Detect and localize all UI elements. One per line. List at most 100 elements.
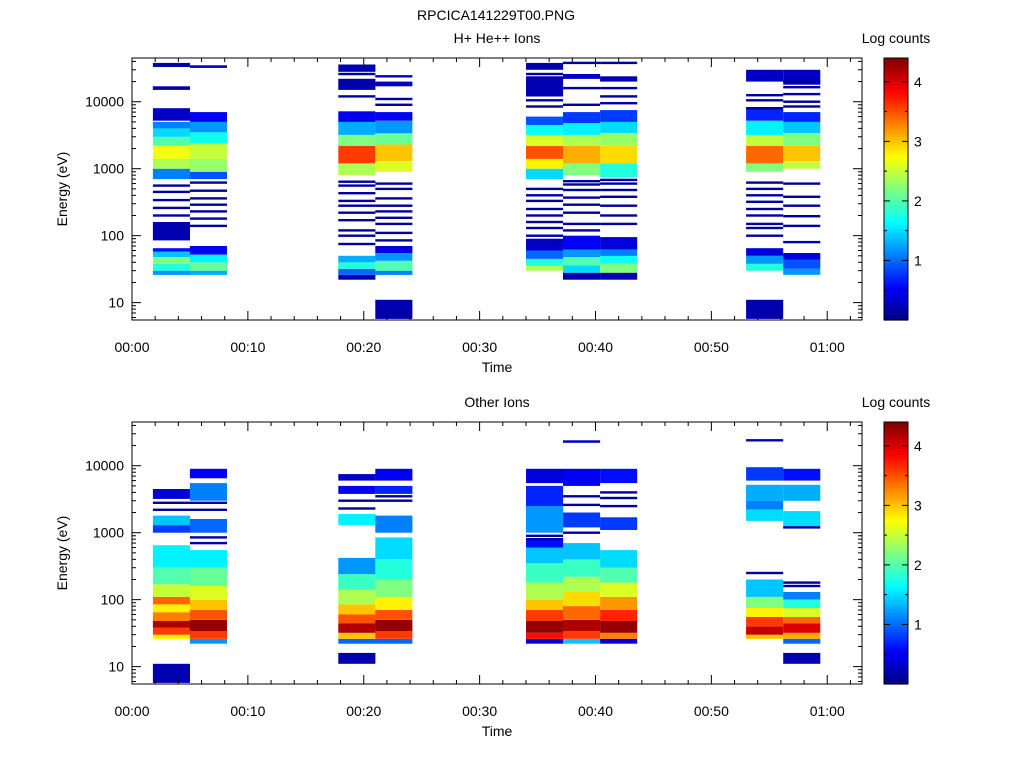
spectrogram-cell [563,249,601,257]
spectrogram-line [338,229,376,232]
colorbar-segment [884,169,908,174]
colorbar-segment [884,287,908,292]
colorbar-segment [884,579,908,584]
spectrogram-cell [526,563,564,583]
spectrogram-cell [600,610,638,621]
spectrogram-cell [189,262,227,271]
spectrogram-cell [189,143,227,159]
colorbar-segment [884,202,908,206]
spectrogram-cell [746,467,784,481]
colorbar-segment [884,77,908,82]
spectrogram-cell [746,248,784,256]
spectrogram-cell [563,619,601,631]
spectrogram-cell [563,631,601,639]
spectrogram-cell [563,74,601,79]
spectrogram-line [375,499,413,502]
spectrogram-cell [189,599,227,611]
spectrogram-line [600,214,638,217]
spectrogram-cell [783,511,821,527]
spectrogram-line [526,538,564,541]
spectrogram-cell [526,168,564,180]
colorbar-tick-label: 1 [914,252,922,268]
x-tick-label: 01:00 [810,703,845,719]
spectrogram-cell [600,596,638,610]
colorbar-segment [884,316,908,321]
colorbar-segment [884,438,908,443]
spectrogram-cell [338,78,376,90]
plot-frame [131,421,863,685]
spectrogram-line [189,217,227,220]
spectrogram-cell [189,112,227,122]
spectrogram-cell [338,134,376,146]
x-tick-label: 00:00 [114,339,149,355]
colorbar-segment [884,605,908,610]
spectrogram-line [338,242,376,246]
colorbar-segment [884,274,908,279]
spectrogram-cell [375,596,413,610]
colorbar-segment [884,559,908,564]
spectrogram-cell [338,262,376,269]
spectrogram-line [338,72,376,76]
spectrogram-cell [152,621,190,628]
colorbar-segment [884,156,908,161]
panel-other-ions: Other Ions 00:00 00:10 00:20 00:30 00:40 00:50… [54,394,930,739]
spectrogram-cell [338,614,376,624]
spectrogram-cell [563,592,601,607]
spectrogram-cell [600,468,638,484]
spectrogram-cell [526,485,564,507]
colorbar-segment [884,185,908,190]
spectrogram-cell [526,539,564,548]
x-axis-label: Time [482,723,513,739]
colorbar-segment [884,71,908,75]
spectrogram-cell [152,251,190,257]
spectrogram-cell [152,663,190,683]
spectrogram-line [563,103,601,106]
spectrogram-cell [338,623,376,633]
spectrogram-cell [152,604,190,613]
spectrogram-line [783,105,821,108]
spectrogram-line [526,207,564,211]
spectrogram-cell [783,133,821,146]
colorbar-segment [884,575,908,580]
spectrogram-line [600,504,638,508]
colorbar-segment [884,585,908,590]
colorbar-segment [884,422,908,426]
colorbar-segment [884,425,908,430]
spectrogram-line [375,239,413,242]
colorbar-segment [884,628,908,633]
x-tick-label: 00:40 [578,339,613,355]
y-tick-label: 1000 [93,161,124,177]
spectrogram-cell [783,623,821,633]
spectrogram-cell [375,610,413,620]
colorbar-segment [884,435,908,439]
spectrogram-cell [600,110,638,122]
spectrogram-cell [746,608,784,617]
spectrogram-line [600,204,638,207]
colorbar-segment [884,553,908,557]
spectrogram-cell [783,259,821,269]
colorbar-segment [884,674,908,679]
spectrogram-line [563,61,601,65]
colorbar-segment [884,500,908,505]
colorbar-segment [884,126,908,131]
spectrogram-line [783,80,821,83]
colorbar-segment [884,520,908,525]
spectrogram-line [746,234,784,237]
colorbar-segment [884,562,908,567]
colorbar-tick-label: 2 [914,193,922,209]
spectrogram-cell [338,64,376,72]
spectrogram-cell [600,632,638,639]
spectrogram-cell [563,134,601,146]
spectrogram-cell [375,485,413,494]
spectrogram-line [526,99,564,102]
colorbar-segment [884,458,908,462]
colorbar-segment [884,211,908,216]
colorbar-segment [884,241,908,246]
colorbar-segment [884,208,908,213]
spectrogram-cell [375,260,413,271]
spectrogram-cell [189,254,227,263]
spectrogram-cell [563,543,601,560]
spectrogram-line [526,534,564,537]
colorbar-segment [884,205,908,210]
